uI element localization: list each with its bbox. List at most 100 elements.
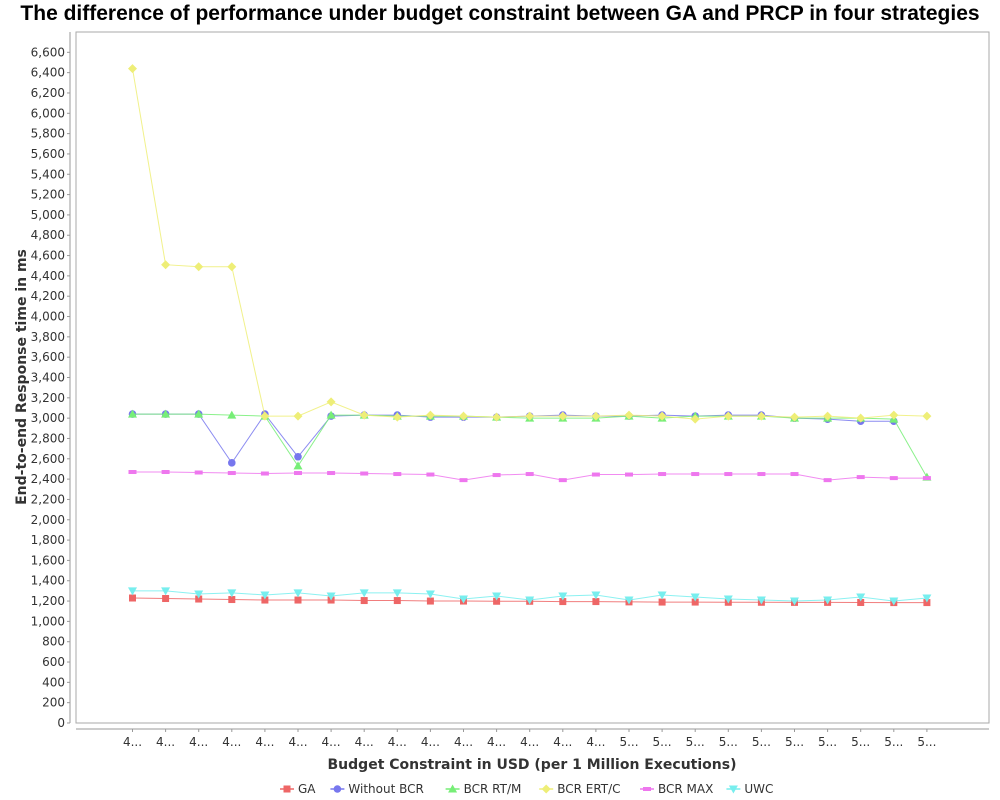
data-point: [592, 598, 600, 606]
data-point: [194, 470, 203, 475]
data-point: [360, 471, 369, 476]
legend-marker: [448, 784, 458, 793]
plot-area: [75, 31, 990, 724]
data-point: [161, 260, 171, 270]
data-point: [161, 587, 171, 596]
data-point: [426, 472, 435, 477]
legend: GA Without BCR BCR RT/M BCR ERT/C BCR MAX UWC: [280, 782, 773, 796]
data-point: [691, 472, 700, 477]
data-point: [823, 411, 833, 421]
data-point: [128, 470, 137, 475]
data-point: [756, 411, 766, 421]
legend-marker: [541, 784, 551, 794]
legend-label: Without BCR: [348, 782, 423, 796]
data-point: [327, 471, 336, 476]
data-point: [326, 410, 336, 419]
data-point: [558, 411, 568, 421]
x-tick-label: 4...: [586, 735, 605, 749]
y-tick-label: 1,000: [31, 614, 65, 628]
data-point: [922, 411, 932, 421]
data-point: [558, 592, 568, 601]
legend-marker: [283, 785, 291, 793]
data-point: [757, 472, 766, 477]
data-point: [129, 594, 136, 602]
x-tick-label: 4...: [255, 735, 274, 749]
y-tick-label: 6,400: [31, 66, 65, 80]
data-point: [558, 478, 567, 483]
x-tick-label: 5...: [917, 735, 936, 749]
y-tick-label: 1,400: [31, 574, 65, 588]
data-point: [723, 595, 733, 604]
data-point: [294, 452, 302, 461]
data-point: [294, 471, 302, 476]
y-tick-label: 1,200: [31, 594, 65, 608]
x-tick-label: 5...: [686, 735, 705, 749]
y-tick-label: 400: [42, 675, 65, 689]
data-point: [657, 591, 667, 600]
legend-item: Without BCR: [330, 782, 424, 796]
data-point: [856, 593, 866, 602]
data-point: [326, 397, 336, 407]
y-tick-label: 4,600: [31, 249, 65, 263]
x-tick-label: 4...: [322, 735, 341, 749]
data-point: [790, 597, 799, 606]
data-point: [261, 596, 269, 604]
y-tick-label: 600: [42, 655, 65, 669]
x-tick-label: 5...: [619, 735, 638, 749]
data-point: [227, 471, 236, 476]
data-point: [128, 409, 137, 418]
chart-title: The difference of performance under budg…: [20, 2, 980, 25]
x-tick-label: 5...: [818, 735, 837, 749]
x-tick-label: 5...: [719, 735, 738, 749]
data-point: [293, 589, 303, 598]
data-point: [260, 411, 270, 421]
y-tick-label: 5,600: [31, 147, 65, 161]
y-tick-label: 5,200: [31, 188, 65, 202]
data-point: [293, 461, 303, 470]
data-point: [128, 64, 137, 74]
y-tick-label: 5,400: [31, 167, 65, 181]
data-point: [425, 590, 435, 599]
data-point: [492, 473, 501, 478]
data-point: [492, 592, 502, 601]
series-layer: [128, 64, 932, 607]
x-tick-label: 4...: [123, 735, 142, 749]
data-point: [790, 472, 799, 477]
x-tick-label: 4...: [355, 735, 374, 749]
data-point: [823, 596, 833, 605]
x-tick-label: 5...: [653, 735, 672, 749]
data-point: [724, 472, 733, 477]
data-point: [823, 478, 832, 483]
x-axis-title: Budget Constraint in USD (per 1 Million …: [328, 757, 737, 773]
series-uwc: [128, 587, 932, 606]
data-point: [294, 596, 302, 604]
data-point: [856, 475, 865, 480]
data-point: [359, 589, 369, 598]
y-tick-label: 2,800: [31, 431, 65, 445]
x-tick-label: 5...: [884, 735, 903, 749]
legend-label: BCR ERT/C: [557, 782, 620, 796]
y-tick-label: 0: [57, 716, 65, 730]
legend-label: GA: [298, 782, 316, 796]
data-point: [591, 591, 601, 600]
data-point: [228, 596, 236, 604]
y-tick-label: 3,800: [31, 330, 65, 344]
data-point: [128, 587, 137, 596]
data-point: [559, 598, 567, 606]
data-point: [293, 411, 303, 421]
data-point: [889, 410, 899, 420]
data-point: [227, 262, 237, 272]
x-tick-label: 4...: [288, 735, 307, 749]
y-tick-label: 3,000: [31, 411, 65, 425]
y-tick-label: 2,200: [31, 492, 65, 506]
legend-label: UWC: [744, 782, 773, 796]
data-point: [162, 595, 170, 603]
y-tick-label: 6,200: [31, 86, 65, 100]
data-point: [359, 410, 369, 420]
data-point: [393, 597, 401, 605]
y-tick-label: 3,400: [31, 371, 65, 385]
legend-label: BCR MAX: [658, 782, 713, 796]
x-tick-label: 4...: [421, 735, 440, 749]
data-point: [591, 472, 600, 477]
